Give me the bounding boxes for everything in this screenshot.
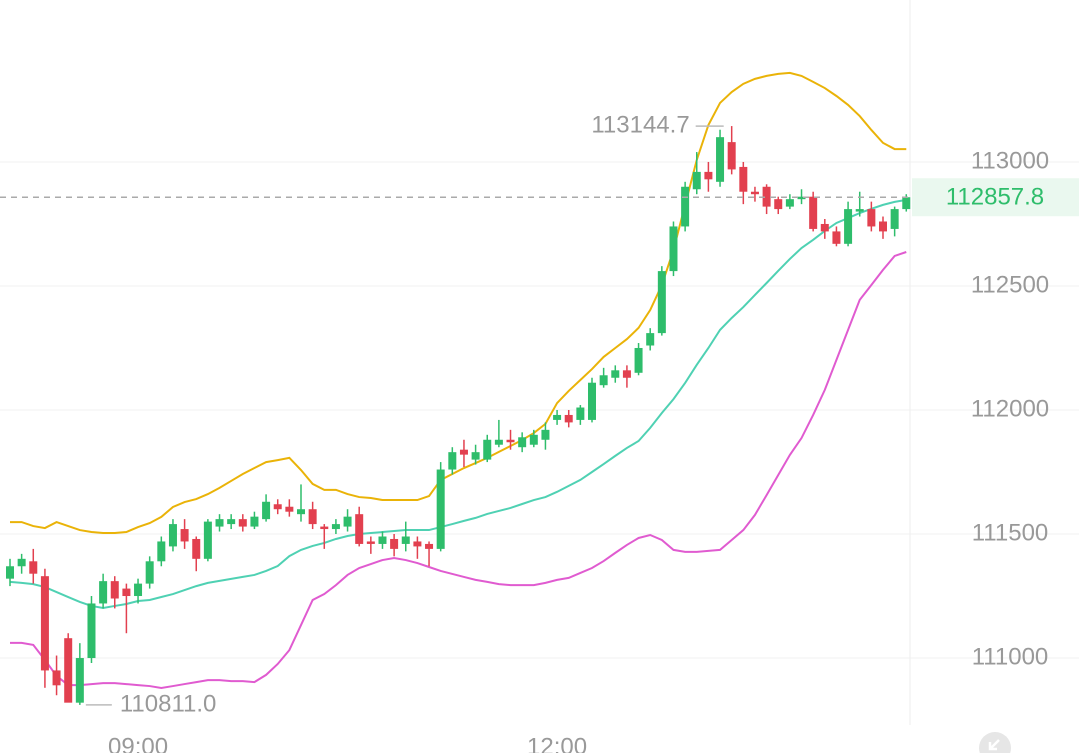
candle-body <box>588 382 596 420</box>
candle-body <box>494 439 503 445</box>
candle-body <box>40 576 49 671</box>
candle-body <box>657 271 666 334</box>
candle-body <box>87 603 96 659</box>
candle-body <box>785 199 794 207</box>
candle-body <box>459 449 468 455</box>
candle-body <box>145 561 154 584</box>
candle-body <box>320 526 329 530</box>
candle-body <box>436 469 445 549</box>
candle-body <box>401 536 410 544</box>
candle-body <box>541 429 550 440</box>
candle-body <box>17 558 26 567</box>
candle-body <box>192 538 201 559</box>
candle-body <box>809 196 818 229</box>
candle-body <box>727 142 736 170</box>
low-marker-label: 110811.0 <box>120 690 217 717</box>
y-tick-label: 112500 <box>971 271 1049 298</box>
candle-body <box>518 437 527 448</box>
candle-body <box>250 516 259 527</box>
candle-body <box>29 561 38 574</box>
candle-body <box>52 670 61 686</box>
y-tick-label: 111000 <box>972 643 1049 670</box>
candle-body <box>425 543 434 549</box>
candle-body <box>75 658 84 703</box>
candle-body <box>867 209 876 227</box>
candle-body <box>6 566 14 579</box>
candle-body <box>122 588 131 597</box>
candle-body <box>774 199 783 210</box>
candle-body <box>890 209 899 229</box>
candle-body <box>413 541 422 547</box>
candle-body <box>855 209 864 212</box>
candle-body <box>832 231 841 244</box>
candles <box>6 126 911 705</box>
candle-body <box>576 407 585 420</box>
candle-body <box>739 166 748 192</box>
band-line <box>9 198 907 609</box>
x-tick-label: 12:00 <box>527 733 587 753</box>
candle-body <box>203 521 212 559</box>
candle-body <box>308 509 317 525</box>
candle-body <box>355 514 364 544</box>
candle-body <box>215 519 224 527</box>
candle-body <box>716 137 725 182</box>
candle-body <box>483 439 492 460</box>
candle-body <box>611 370 620 378</box>
candle-body <box>844 209 853 244</box>
x-tick-label: 09:00 <box>108 733 168 753</box>
last-price-box <box>912 178 1079 217</box>
candle-body <box>634 347 643 373</box>
last-price-label: 112857.8 <box>946 184 1044 211</box>
band-line <box>10 251 907 690</box>
candle-body <box>110 581 119 599</box>
candle-body <box>99 581 108 604</box>
candle-body <box>669 226 678 272</box>
candle-body <box>64 638 73 703</box>
candle-body <box>262 501 271 520</box>
candle-body <box>134 583 143 597</box>
candle-body <box>797 196 806 200</box>
candle-body <box>227 519 236 525</box>
candle-body <box>750 191 759 195</box>
candle-body <box>390 538 399 549</box>
candle-body <box>622 370 631 378</box>
candle-body <box>366 541 375 544</box>
candle-body <box>273 504 282 510</box>
y-tick-label: 112000 <box>971 395 1049 422</box>
candle-body <box>180 529 189 542</box>
candle-body <box>902 197 911 210</box>
candle-body <box>331 524 340 530</box>
candle-body <box>692 171 701 190</box>
candle-body <box>879 221 887 232</box>
candle-body <box>681 186 690 227</box>
high-marker-label: 113144.7 <box>591 111 689 138</box>
candle-body <box>343 516 352 527</box>
candle-body <box>157 541 166 562</box>
candle-body <box>238 519 247 527</box>
candle-body <box>564 414 573 423</box>
candle-body <box>378 536 387 544</box>
candle-body <box>297 509 305 515</box>
candle-body <box>820 223 829 232</box>
y-tick-label: 111500 <box>972 519 1049 546</box>
collapse-icon <box>988 739 1000 751</box>
candle-body <box>704 171 713 180</box>
candle-body <box>553 414 562 420</box>
candle-body <box>448 452 457 470</box>
candle-body <box>762 186 771 207</box>
band-line <box>10 71 907 535</box>
candle-body <box>285 506 294 512</box>
candle-body <box>529 434 538 445</box>
candle-body <box>599 375 608 386</box>
candle-body <box>646 333 655 346</box>
candle-body <box>168 524 177 547</box>
candle-body <box>471 452 480 460</box>
y-tick-label: 113000 <box>971 147 1049 174</box>
candle-body <box>506 439 515 443</box>
